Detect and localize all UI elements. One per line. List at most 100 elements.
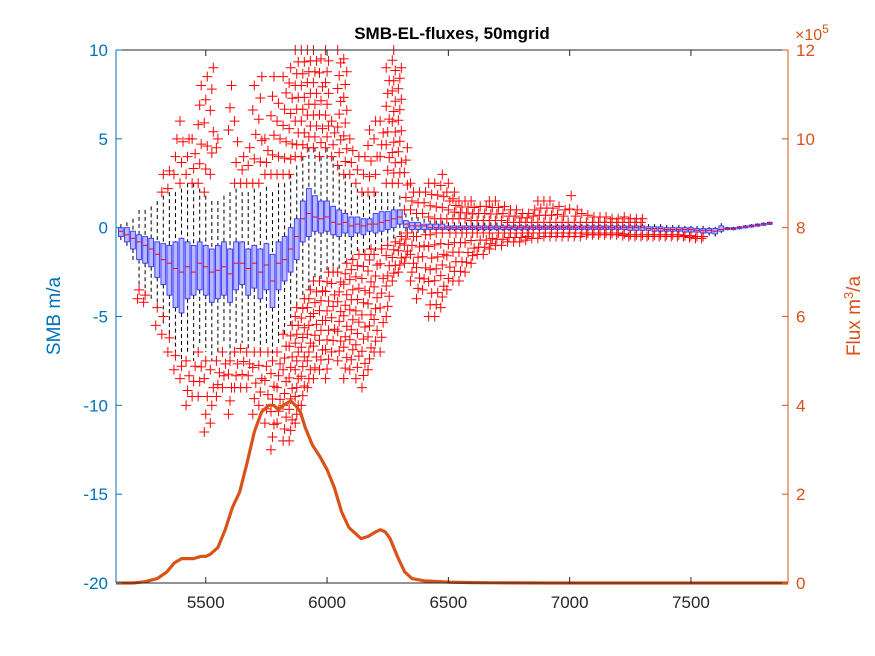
outlier-marker [350,178,361,189]
outlier-marker [332,160,343,171]
box-body [312,195,318,232]
outlier-marker [206,148,217,159]
outlier-marker [178,136,189,147]
box-5600 [227,192,233,356]
outlier-group-5550 [211,355,225,402]
outliers-layer [132,45,709,455]
outlier-marker [338,310,349,321]
outlier-marker [332,296,343,307]
outlier-marker [181,400,192,411]
box-6375 [415,217,421,233]
outlier-marker [334,316,345,327]
outlier-marker [284,372,295,383]
outlier-group-7000 [563,227,575,242]
outlier-marker [311,88,322,99]
outlier-marker [444,262,455,273]
outlier-marker [491,209,502,220]
outlier-marker [138,297,149,308]
outlier-marker [390,236,401,247]
outlier-marker [344,364,355,375]
outlier-marker [347,254,358,265]
outlier-marker [309,66,320,77]
outlier-group-6900 [538,227,551,242]
outlier-marker [429,239,440,250]
outlier-marker [437,169,448,180]
outlier-group-5325 [156,169,169,198]
x-tick-label: 6000 [308,593,346,612]
outlier-marker [223,409,234,420]
box-body [154,241,161,278]
outlier-marker [279,424,290,435]
outlier-marker [293,320,304,331]
outlier-marker [232,358,243,369]
box-body [142,236,148,264]
outlier-marker [363,331,374,342]
outlier-marker [372,325,383,336]
outlier-marker [273,151,284,162]
box-5200 [130,218,136,264]
outlier-marker [390,96,401,107]
box-5250 [142,209,148,296]
box-body [354,216,361,234]
outlier-marker [350,339,361,350]
left-y-axis-label: SMB m/a [44,277,65,356]
outlier-marker [402,142,413,153]
outlier-marker [158,311,169,322]
box-body [130,230,136,250]
outlier-marker [194,376,205,387]
box-body [202,244,209,296]
outlier-marker [206,400,217,411]
outlier-marker [340,363,351,374]
box-body [293,218,300,261]
outlier-marker [547,203,558,214]
box-body [227,248,233,303]
outlier-marker [140,290,151,301]
outlier-marker [322,66,333,77]
outlier-marker [299,56,310,67]
outlier-marker [340,118,351,129]
outlier-marker [278,71,289,82]
box-5425 [184,183,191,353]
outlier-marker [363,364,374,375]
outlier-marker [426,288,437,299]
outlier-marker [363,298,374,309]
box-5475 [196,188,203,344]
outlier-marker [214,367,225,378]
box-6100 [348,183,355,260]
outlier-marker [490,196,501,207]
box-6625 [475,222,482,232]
outlier-group-7300 [635,213,648,228]
outlier-marker [432,287,443,298]
outlier-marker [205,105,216,116]
outlier-marker [284,404,295,415]
outlier-marker [341,258,352,269]
outlier-marker [698,231,709,242]
outlier-marker [435,180,446,191]
box-6350 [409,217,415,235]
left-y-tick-label: 10 [89,41,108,60]
outlier-marker [311,121,322,132]
outlier-marker [394,259,405,270]
outlier-marker [487,233,498,244]
outlier-marker [285,425,296,436]
outlier-marker [320,373,331,384]
outlier-marker [199,187,210,198]
box-body [118,227,124,238]
outlier-marker [340,79,351,90]
left-y-tick-label: -15 [83,485,108,504]
outlier-marker [466,258,477,269]
outlier-marker [156,187,167,198]
box-body [251,244,258,289]
outlier-marker [323,55,334,66]
box-5225 [136,209,142,290]
outlier-group-5950 [308,275,322,384]
outlier-marker [335,336,346,347]
outlier-marker [381,62,392,73]
outlier-marker [297,303,308,314]
box-body [421,223,427,230]
outlier-marker [170,151,181,162]
outlier-marker [243,370,254,381]
box-body [718,225,725,232]
right-y-tick-label: 4 [796,396,805,415]
outlier-group-5725 [253,71,267,189]
